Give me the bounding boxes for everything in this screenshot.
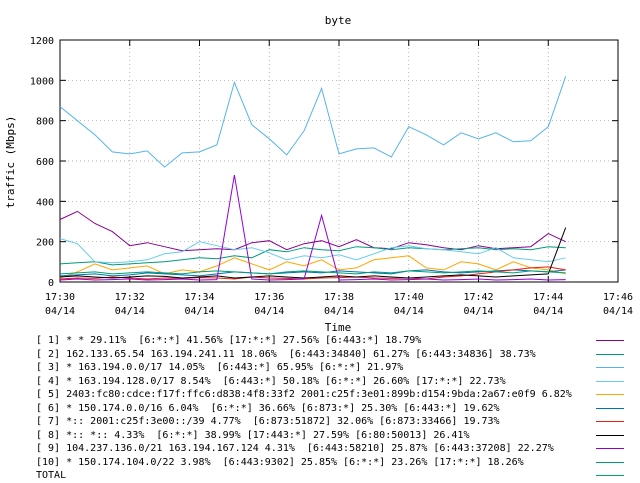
legend-entry: TOTAL (0, 469, 640, 483)
x-tick-label-time: 17:30 (45, 292, 75, 303)
x-tick-label-date: 04/14 (324, 306, 354, 317)
y-tick-label: 200 (36, 238, 54, 249)
series-line-6 (59, 269, 566, 277)
x-tick-label-date: 04/14 (254, 306, 284, 317)
x-tick-label-date: 04/14 (463, 306, 493, 317)
series-line-10 (59, 270, 566, 275)
series-line-5 (59, 255, 566, 279)
legend-entry: [ 4] * 163.194.128.0/17 8.54% [6:443:*] … (0, 375, 640, 389)
grid (60, 40, 618, 282)
legend-label: [ 1] * * 29.11% [6:*:*] 41.56% [17:*:*] … (36, 335, 422, 346)
legend-entry: [ 9] 104.237.136.0/21 163.194.167.124 4.… (0, 442, 640, 456)
y-tick-label: 600 (36, 157, 54, 168)
legend-swatch (596, 353, 624, 355)
legend-entry: [ 7] *:: 2001:c25f:3e00::/39 4.77% [6:87… (0, 415, 640, 429)
x-tick-label-time: 17:32 (115, 292, 145, 303)
legend-label: [10] * 150.174.104.0/22 3.98% [6:443:930… (36, 456, 524, 468)
legend-label: [ 6] * 150.174.0.0/16 6.04% [6:*:*] 36.6… (36, 402, 500, 414)
y-tick-label: 800 (36, 117, 54, 128)
legend-entry: [ 2] 162.133.65.54 163.194.241.11 18.06%… (0, 348, 640, 362)
x-tick-label-date: 04/14 (394, 306, 424, 317)
series-line-1 (59, 210, 566, 252)
legend-entry: [ 3] * 163.194.0.0/17 14.05% [6:443:*] 6… (0, 361, 640, 375)
legend-swatch (596, 340, 624, 341)
y-tick-label: 1200 (30, 36, 54, 47)
x-tick-label-date: 04/14 (603, 306, 633, 317)
legend-swatch (596, 394, 624, 395)
x-tick-label-date: 04/14 (184, 306, 214, 317)
x-tick-label-time: 17:44 (533, 292, 563, 303)
x-tick-label-time: 17:40 (394, 292, 424, 303)
legend-swatch (596, 461, 624, 463)
x-tick-label-time: 17:36 (254, 292, 284, 303)
legend-label: [ 9] 104.237.136.0/21 163.194.167.124 4.… (36, 443, 554, 454)
legend-label: [ 4] * 163.194.128.0/17 8.54% [6:443:*] … (36, 375, 506, 387)
legend-label: TOTAL (36, 470, 67, 481)
legend-swatch (596, 380, 624, 382)
legend-label: [ 7] *:: 2001:c25f:3e00::/39 4.77% [6:87… (36, 416, 500, 427)
x-axis-label: Time (325, 321, 352, 334)
legend-entry: [ 1] * * 29.11% [6:*:*] 41.56% [17:*:*] … (0, 334, 640, 348)
x-tick-label-date: 04/14 (533, 306, 563, 317)
x-tick-label-time: 17:34 (184, 292, 214, 303)
x-tick-label-time: 17:46 (603, 292, 633, 303)
y-tick-label: 0 (48, 278, 54, 289)
x-tick-label-date: 04/14 (115, 306, 145, 317)
legend-label: [ 8] *:: *:: 4.33% [6:*:*] 38.99% [17:44… (36, 429, 470, 441)
legend-entry: [ 8] *:: *:: 4.33% [6:*:*] 38.99% [17:44… (0, 429, 640, 443)
x-tick-label-time: 17:42 (463, 292, 493, 303)
legend-label: [ 2] 162.133.65.54 163.194.241.11 18.06%… (36, 348, 536, 360)
legend-entry: [ 5] 2403:fc80:cdce:f17f:ffc6:d838:4f8:3… (0, 388, 640, 402)
series-line-7 (59, 266, 566, 280)
y-axis-label: traffic (Mbps) (4, 116, 17, 209)
legend-swatch (596, 421, 624, 422)
legend-entry: [ 6] * 150.174.0.0/16 6.04% [6:*:*] 36.6… (0, 402, 640, 416)
legend-swatch (596, 367, 624, 368)
series-line-4 (59, 238, 566, 264)
series-line-8 (59, 227, 567, 279)
legend-swatch (596, 448, 624, 449)
y-tick-label: 400 (36, 197, 54, 208)
chart-title: byte (325, 14, 352, 27)
legend-swatch (596, 407, 624, 409)
legend-label: [ 5] 2403:fc80:cdce:f17f:ffc6:d838:4f8:3… (36, 389, 572, 400)
series-line-9 (59, 175, 566, 281)
axes: 0 200 400 600 800 1000 1200 17:30 04/14 17:32 04/1… (30, 36, 633, 317)
x-tick-label-date: 04/14 (45, 306, 75, 317)
legend-swatch (596, 475, 624, 476)
x-tick-label-time: 17:38 (324, 292, 354, 303)
series-line-3 (59, 76, 567, 168)
y-tick-label: 1000 (30, 76, 54, 87)
legend-label: [ 3] * 163.194.0.0/17 14.05% [6:443:*] 6… (36, 362, 404, 373)
legend-swatch (596, 434, 624, 436)
series-lines (59, 76, 567, 281)
legend-entry: [10] * 150.174.104.0/22 3.98% [6:443:930… (0, 456, 640, 470)
